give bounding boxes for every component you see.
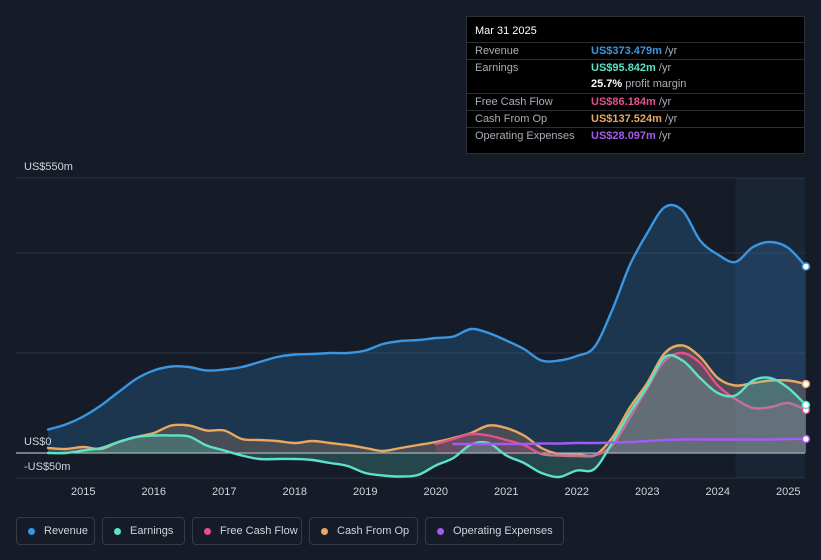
tooltip-row-free-cash-flow: Free Cash Flow US$86.184m /yr — [467, 93, 804, 111]
tooltip-label-operating-expenses: Operating Expenses — [475, 130, 575, 142]
tooltip-value-free-cash-flow: US$86.184m /yr — [591, 96, 671, 108]
series-line-revenue — [46, 203, 808, 431]
free-cash-flow-value: US$86.184m — [591, 96, 656, 108]
x-tick-label: 2025 — [776, 486, 800, 498]
series-area-cash-from-op — [48, 345, 806, 457]
tooltip-label-earnings: Earnings — [475, 62, 519, 74]
cash-from-op-value: US$137.524m — [591, 113, 662, 125]
legend-label-free-cash-flow: Free Cash Flow — [220, 525, 298, 537]
legend-dot-revenue-icon — [28, 528, 35, 535]
earnings-unit: /yr — [655, 62, 672, 74]
series-area-revenue — [48, 205, 806, 453]
endpoint-markers — [801, 262, 811, 444]
tooltip-panel: Mar 31 2025 Revenue US$373.479m /yr Earn… — [466, 16, 805, 154]
x-tick-label: 2017 — [212, 486, 236, 498]
highlight-band — [735, 178, 805, 478]
y-tick-label-bottom: -US$50m — [24, 461, 70, 473]
tooltip-row-profit-margin: 25.7% profit margin — [467, 76, 804, 93]
tooltip-row-earnings: Earnings US$95.842m /yr — [467, 59, 804, 77]
profit-margin-text: profit margin — [622, 78, 687, 90]
tooltip-label-revenue: Revenue — [475, 45, 520, 57]
endpoint-revenue — [801, 262, 811, 271]
tooltip-date: Mar 31 2025 — [475, 25, 537, 37]
y-tick-label-zero: US$0 — [24, 436, 52, 448]
legend-item-revenue[interactable]: Revenue — [16, 517, 95, 545]
legend-item-earnings[interactable]: Earnings — [102, 517, 185, 545]
legend-label-revenue: Revenue — [44, 525, 89, 537]
x-tick-label: 2024 — [706, 486, 730, 498]
gridlines — [16, 177, 805, 479]
tooltip-value-revenue: US$373.479m /yr — [591, 45, 677, 57]
operating-expenses-value: US$28.097m — [591, 130, 656, 142]
series-layer — [46, 203, 808, 479]
tooltip-value-operating-expenses: US$28.097m /yr — [591, 130, 671, 142]
legend-label-earnings: Earnings — [130, 525, 174, 537]
x-tick-label: 2018 — [283, 486, 307, 498]
x-tick-label: 2019 — [353, 486, 377, 498]
tooltip-row-revenue: Revenue US$373.479m /yr — [467, 42, 804, 60]
x-tick-label: 2015 — [71, 486, 95, 498]
legend-item-operating-expenses[interactable]: Operating Expenses — [425, 517, 564, 545]
series-area-earnings — [48, 355, 806, 478]
tooltip-label-free-cash-flow: Free Cash Flow — [475, 96, 553, 108]
tooltip-label-cash-from-op: Cash From Op — [475, 113, 548, 125]
x-axis-ticks: 2015 2016 2017 2018 2019 2020 2021 2022 2023 2024… — [71, 486, 800, 498]
tooltip-row-cash-from-op: Cash From Op US$137.524m /yr — [467, 110, 804, 128]
revenue-unit: /yr — [661, 45, 678, 57]
y-tick-label-top: US$550m — [24, 161, 73, 173]
legend-dot-earnings-icon — [114, 528, 121, 535]
free-cash-flow-unit: /yr — [655, 96, 672, 108]
legend-dot-operating-expenses-icon — [437, 528, 444, 535]
x-tick-label: 2021 — [494, 486, 518, 498]
legend-item-cash-from-op[interactable]: Cash From Op — [309, 517, 418, 545]
legend-label-cash-from-op: Cash From Op — [337, 525, 410, 537]
legend-item-free-cash-flow[interactable]: Free Cash Flow — [192, 517, 302, 545]
series-line-earnings — [46, 354, 808, 479]
profit-margin-value: 25.7% — [591, 78, 623, 90]
operating-expenses-unit: /yr — [655, 130, 672, 142]
x-tick-label: 2020 — [424, 486, 448, 498]
endpoint-operating-expenses — [801, 434, 811, 444]
legend-dot-cash-from-op-icon — [321, 528, 328, 535]
x-tick-label: 2023 — [635, 486, 659, 498]
earnings-value: US$95.842m — [591, 62, 656, 74]
legend-label-operating-expenses: Operating Expenses — [453, 525, 553, 537]
series-line-operating-expenses — [452, 437, 808, 446]
series-area-free-cash-flow — [435, 352, 806, 457]
cash-from-op-unit: /yr — [661, 113, 678, 125]
tooltip-value-cash-from-op: US$137.524m /yr — [591, 113, 677, 125]
series-line-cash-from-op — [46, 344, 808, 458]
tooltip-value-earnings: US$95.842m /yr — [591, 62, 671, 74]
x-tick-label: 2016 — [142, 486, 166, 498]
x-tick-label: 2022 — [565, 486, 589, 498]
legend-dot-free-cash-flow-icon — [204, 528, 211, 535]
tooltip-row-operating-expenses: Operating Expenses US$28.097m /yr — [467, 127, 804, 145]
tooltip-value-profit-margin: 25.7% profit margin — [591, 78, 686, 90]
revenue-value: US$373.479m — [591, 45, 662, 57]
endpoint-earnings — [801, 400, 811, 410]
endpoint-cash-from-op — [801, 379, 811, 389]
series-line-free-cash-flow — [434, 351, 808, 458]
